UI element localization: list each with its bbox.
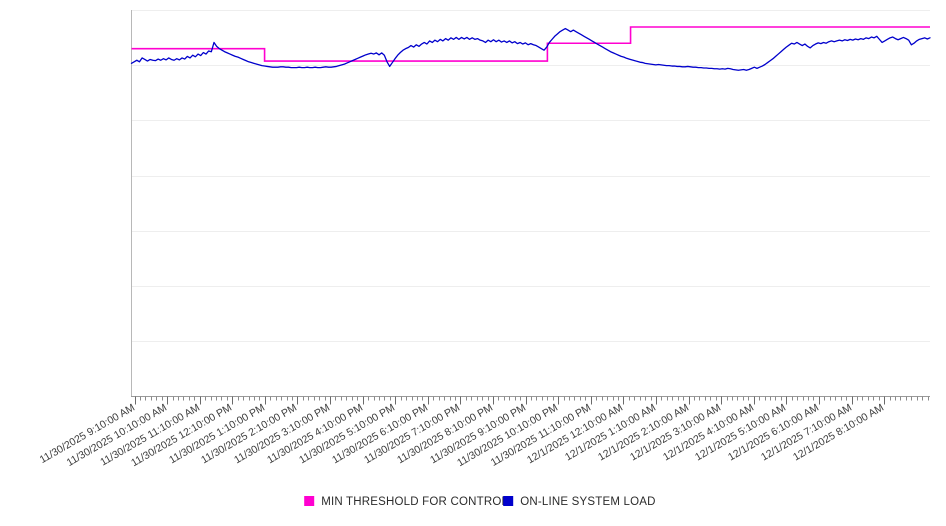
legend-label[interactable]: ON-LINE SYSTEM LOAD [520, 496, 655, 508]
legend-swatch[interactable] [503, 496, 514, 506]
series-lines [130, 26, 931, 71]
legend-label[interactable]: MIN THRESHOLD FOR CONTROL [321, 496, 508, 508]
series-line-min-threshold-for-control [131, 26, 930, 62]
x-axis-major-ticks [135, 396, 885, 405]
chart-legend: MIN THRESHOLD FOR CONTROL ON-LINE SYSTEM … [304, 496, 655, 508]
legend-swatch[interactable] [304, 496, 315, 506]
plot-axes [131, 10, 930, 397]
series-line-on-line-system-load [130, 27, 931, 71]
